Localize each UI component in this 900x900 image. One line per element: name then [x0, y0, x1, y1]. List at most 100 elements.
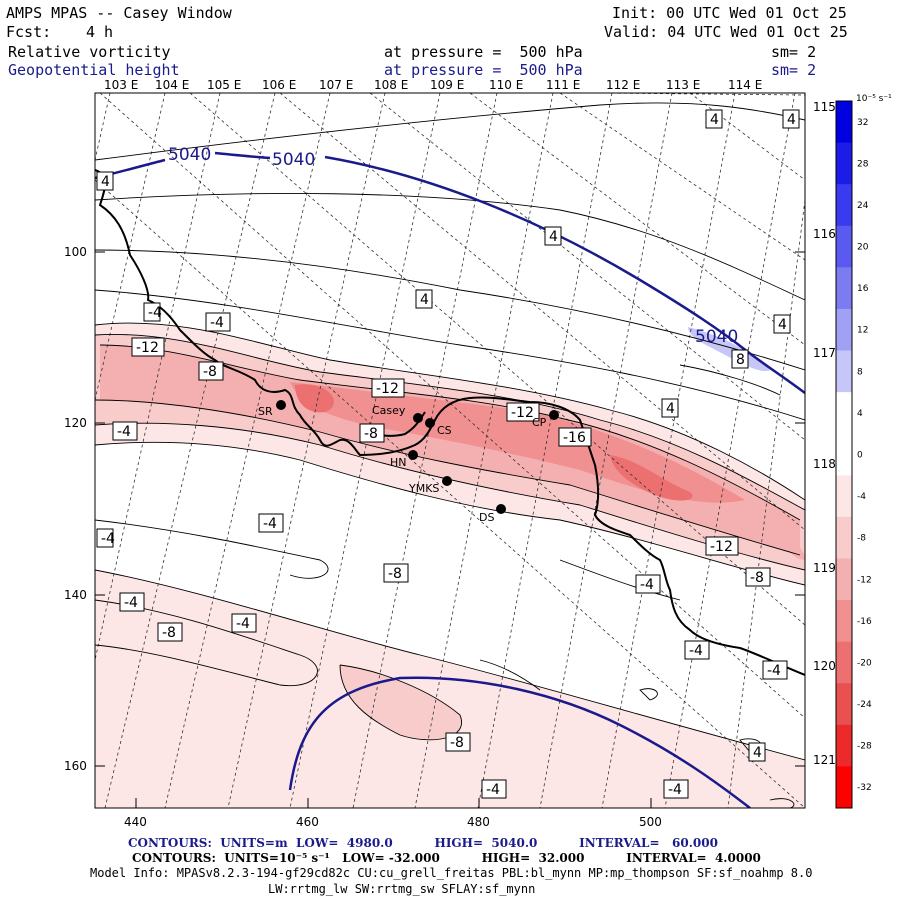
axis-labels: 440 460 480 500 100 120 140 160: [64, 245, 662, 829]
lon-label: 110 E: [489, 78, 524, 92]
svg-text:-4: -4: [263, 516, 277, 532]
contour-label: -12: [371, 378, 405, 398]
map-title: AMPS MPAS -- Casey Window: [6, 4, 232, 22]
colorbar-label: 8: [857, 367, 863, 377]
contour-label: -8: [383, 563, 409, 583]
colorbar-label: 32: [857, 118, 868, 128]
valid-time: Valid: 04 UTC Wed 01 Oct 25: [604, 23, 848, 41]
station-marker[interactable]: [413, 413, 423, 423]
contour-label: -4: [205, 312, 231, 332]
map-frame: [94, 92, 806, 809]
contour-label: -4: [762, 660, 788, 680]
lon-top-labels: 103 E 104 E 105 E 106 E 107 E 108 E 109 …: [0, 78, 900, 92]
svg-text:8: 8: [736, 352, 745, 368]
colorbar-swatch: [836, 267, 852, 310]
lon-label: 105 E: [207, 78, 242, 92]
svg-text:-4: -4: [124, 595, 138, 611]
x-tick-label: 500: [639, 815, 662, 829]
station-marker[interactable]: [442, 476, 452, 486]
y-tick-label: 120: [64, 416, 87, 430]
svg-text:4: 4: [778, 317, 787, 333]
vorticity-contour-info: CONTOURS: UNITS=10⁻⁵ s⁻¹ LOW= -32.000 HI…: [132, 851, 761, 865]
contour-label: -8: [157, 622, 183, 642]
svg-text:-12: -12: [511, 405, 534, 421]
contour-label: 8: [731, 349, 749, 369]
station-marker[interactable]: [408, 450, 418, 460]
colorbar-label: -8: [857, 534, 866, 544]
colorbar-label: -28: [857, 742, 872, 752]
colorbar-swatch: [836, 600, 852, 643]
field2-level: at pressure = 500 hPa: [384, 61, 583, 79]
station-label: HN: [390, 456, 407, 469]
vorticity-labels: 4 4 4 4 4 4 4 -4 -12 -8 -12 -8 -12 -16 -…: [96, 109, 800, 799]
height-label: 5040: [168, 145, 211, 165]
svg-text:-12: -12: [136, 340, 159, 356]
contour-label: 4: [748, 742, 766, 762]
contour-label: 4: [544, 226, 562, 246]
svg-text:4: 4: [666, 401, 675, 417]
field2-smoothing: sm= 2: [771, 61, 817, 79]
station-marker[interactable]: [276, 400, 286, 410]
colorbar-label: -32: [857, 783, 872, 793]
colorbar-label: 20: [857, 243, 869, 253]
colorbar-label: -4: [857, 492, 866, 502]
contour-label: 4: [415, 289, 433, 309]
lon-label: 107 E: [319, 78, 354, 92]
colorbar-swatch: [836, 433, 852, 476]
colorbar-label: 4: [857, 409, 863, 419]
contour-label: -12: [131, 337, 165, 357]
colorbar-label: -12: [857, 575, 872, 585]
colorbar-label: 16: [857, 284, 869, 294]
height-label: 5040: [695, 327, 738, 347]
colorbar-swatch: [836, 101, 852, 144]
lon-label: 108 E: [374, 78, 409, 92]
contour-label: -4: [663, 779, 689, 799]
contour-label: -4: [112, 421, 138, 441]
colorbar-swatch: [836, 766, 852, 809]
svg-text:-12: -12: [710, 539, 733, 555]
svg-text:-8: -8: [388, 566, 402, 582]
colorbar-swatch: [836, 724, 852, 767]
colorbar-label: -16: [857, 617, 872, 627]
svg-text:-8: -8: [450, 735, 464, 751]
colorbar-swatch: [836, 350, 852, 393]
y-tick-label: 160: [64, 759, 87, 773]
colorbar-swatch: [836, 308, 852, 352]
contour-label: -12: [705, 536, 739, 556]
svg-text:4: 4: [101, 174, 110, 190]
contour-label: -8: [745, 567, 771, 587]
height-label: 5040: [272, 150, 315, 170]
colorbar-label: 24: [857, 201, 869, 211]
colorbar-label: 0: [857, 451, 863, 461]
lon-label: 114 E: [728, 78, 763, 92]
svg-text:-4: -4: [117, 424, 131, 440]
colorbar-swatch: [836, 516, 852, 559]
contour-label: -8: [445, 732, 471, 752]
contour-label: -4: [231, 613, 257, 633]
station-marker[interactable]: [549, 410, 559, 420]
svg-text:-4: -4: [101, 531, 115, 547]
station-label: SR: [258, 405, 273, 418]
svg-text:-8: -8: [364, 426, 378, 442]
lon-label: 104 E: [155, 78, 190, 92]
field1-name: Relative vorticity: [8, 43, 171, 61]
colorbar-label: -24: [857, 700, 872, 710]
contour-label: -4: [481, 779, 507, 799]
svg-text:4: 4: [420, 292, 429, 308]
colorbar-swatch: [836, 225, 852, 268]
colorbar-unit: 10⁻⁵ s⁻¹: [856, 94, 892, 104]
svg-text:-8: -8: [203, 364, 217, 380]
station-marker[interactable]: [496, 504, 506, 514]
contour-label: -16: [558, 427, 592, 447]
colorbar-label: 28: [857, 159, 869, 169]
colorbar-swatch: [836, 641, 852, 684]
field1-level: at pressure = 500 hPa: [384, 43, 583, 61]
contour-label: -12: [506, 402, 540, 422]
contour-label: 4: [782, 109, 800, 129]
model-info-line2: LW:rrtmg_lw SW:rrtmg_sw SFLAY:sf_mynn: [268, 882, 536, 896]
lon-label: 103 E: [104, 78, 139, 92]
station-marker[interactable]: [425, 418, 435, 428]
contour-label: -4: [684, 640, 710, 660]
x-tick-label: 440: [124, 815, 147, 829]
